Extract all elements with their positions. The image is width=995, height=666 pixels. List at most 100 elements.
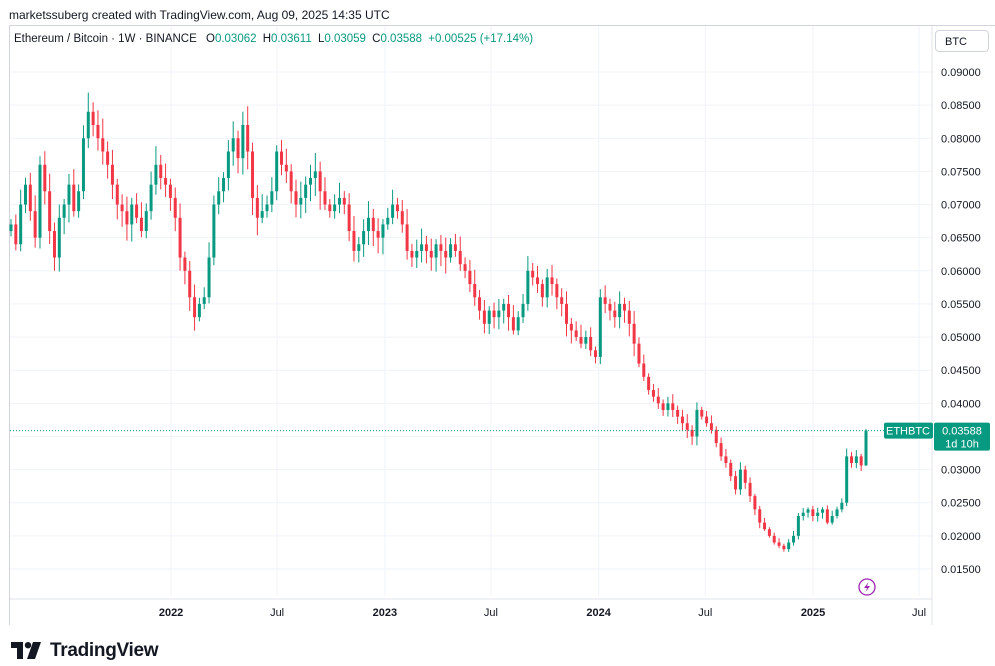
currency-button[interactable]: BTC — [935, 30, 989, 52]
candle-body — [574, 330, 578, 338]
candle — [787, 539, 791, 552]
candle — [23, 177, 27, 214]
candle — [859, 453, 863, 472]
y-tick-label: 0.07000 — [941, 200, 981, 212]
candle — [241, 111, 245, 175]
y-tick-label: 0.06000 — [941, 266, 981, 278]
open-label: O — [205, 33, 215, 45]
candle — [57, 204, 61, 272]
price-tag-bg — [934, 422, 990, 451]
candle — [618, 291, 622, 329]
candle — [424, 236, 428, 264]
candle — [835, 506, 839, 519]
candle — [91, 102, 95, 137]
candle — [149, 171, 153, 220]
candle — [337, 182, 341, 214]
candle — [821, 507, 825, 519]
candle — [144, 203, 148, 239]
candle-body — [357, 244, 361, 251]
candle-body — [144, 211, 148, 232]
candle-body — [796, 515, 800, 536]
high-value: 0.03611 — [271, 33, 312, 45]
candle — [275, 145, 279, 201]
candle-body — [608, 303, 612, 311]
candle — [540, 279, 544, 307]
candle — [410, 243, 414, 268]
candle-body — [613, 310, 617, 318]
candle — [33, 195, 37, 248]
candle-body — [845, 456, 849, 503]
candle — [265, 195, 269, 218]
candle-body — [724, 456, 728, 463]
candle-body — [651, 390, 655, 397]
candle — [748, 477, 752, 503]
candle-body — [531, 270, 535, 278]
candle-body — [9, 224, 13, 232]
candle — [197, 297, 201, 322]
candle-body — [825, 509, 829, 523]
candle-body — [86, 111, 90, 139]
candle — [207, 242, 211, 304]
candle — [164, 163, 168, 197]
candle-body — [405, 224, 409, 251]
alert-icon-ring — [858, 578, 876, 596]
candle — [304, 176, 308, 213]
candle — [444, 237, 448, 274]
candle — [473, 269, 477, 306]
candle — [139, 202, 143, 238]
candle — [429, 238, 433, 271]
candle-body — [226, 151, 230, 179]
candle — [492, 302, 496, 329]
candle-body — [260, 211, 264, 218]
candle-body — [139, 217, 143, 232]
candle — [386, 207, 390, 230]
candle — [168, 178, 172, 211]
candle-body — [284, 164, 288, 172]
candle — [251, 142, 255, 216]
change-value: +0.00525 (+17.14%) — [428, 33, 534, 45]
x-tick-label: 2024 — [586, 607, 611, 619]
candle-body — [598, 297, 602, 357]
candle-body — [410, 250, 414, 258]
candle — [734, 471, 738, 495]
candle — [782, 543, 786, 552]
candle-body — [511, 317, 515, 331]
candle — [222, 172, 226, 203]
candle — [685, 414, 689, 439]
candle — [449, 238, 453, 263]
candle-body — [328, 204, 332, 212]
candle-body — [792, 535, 796, 543]
lightning-alert-icon[interactable] — [858, 578, 876, 596]
candle-body — [685, 423, 689, 430]
candle — [589, 327, 593, 357]
symbol-title: Ethereum / Bitcoin · 1W · BINANCE — [14, 33, 197, 45]
candle — [178, 203, 182, 271]
chart-credit: marketssuberg created with TradingView.c… — [9, 8, 390, 22]
candle — [280, 140, 284, 176]
candle-body — [497, 310, 501, 318]
candle — [173, 187, 177, 232]
candle — [497, 299, 501, 330]
tradingview-brand[interactable]: TradingView — [11, 640, 159, 662]
candle — [550, 264, 554, 296]
symbol-tag-bg — [884, 422, 933, 439]
candle-body — [207, 257, 211, 298]
candle-body — [183, 257, 187, 271]
candle-body — [347, 204, 351, 232]
candle-body — [420, 244, 424, 251]
candle — [159, 154, 163, 190]
candle-body — [714, 429, 718, 444]
candle — [371, 208, 375, 247]
candle-body — [560, 297, 564, 304]
candle-body — [154, 164, 158, 185]
x-tick-label: 2022 — [159, 607, 183, 619]
candle-body — [719, 443, 723, 457]
candle — [62, 198, 66, 235]
candle — [724, 449, 728, 468]
candle — [357, 237, 361, 263]
open-value: 0.03062 — [214, 33, 257, 45]
candle — [115, 178, 119, 220]
candle-body — [864, 430, 868, 466]
candle — [362, 219, 366, 257]
